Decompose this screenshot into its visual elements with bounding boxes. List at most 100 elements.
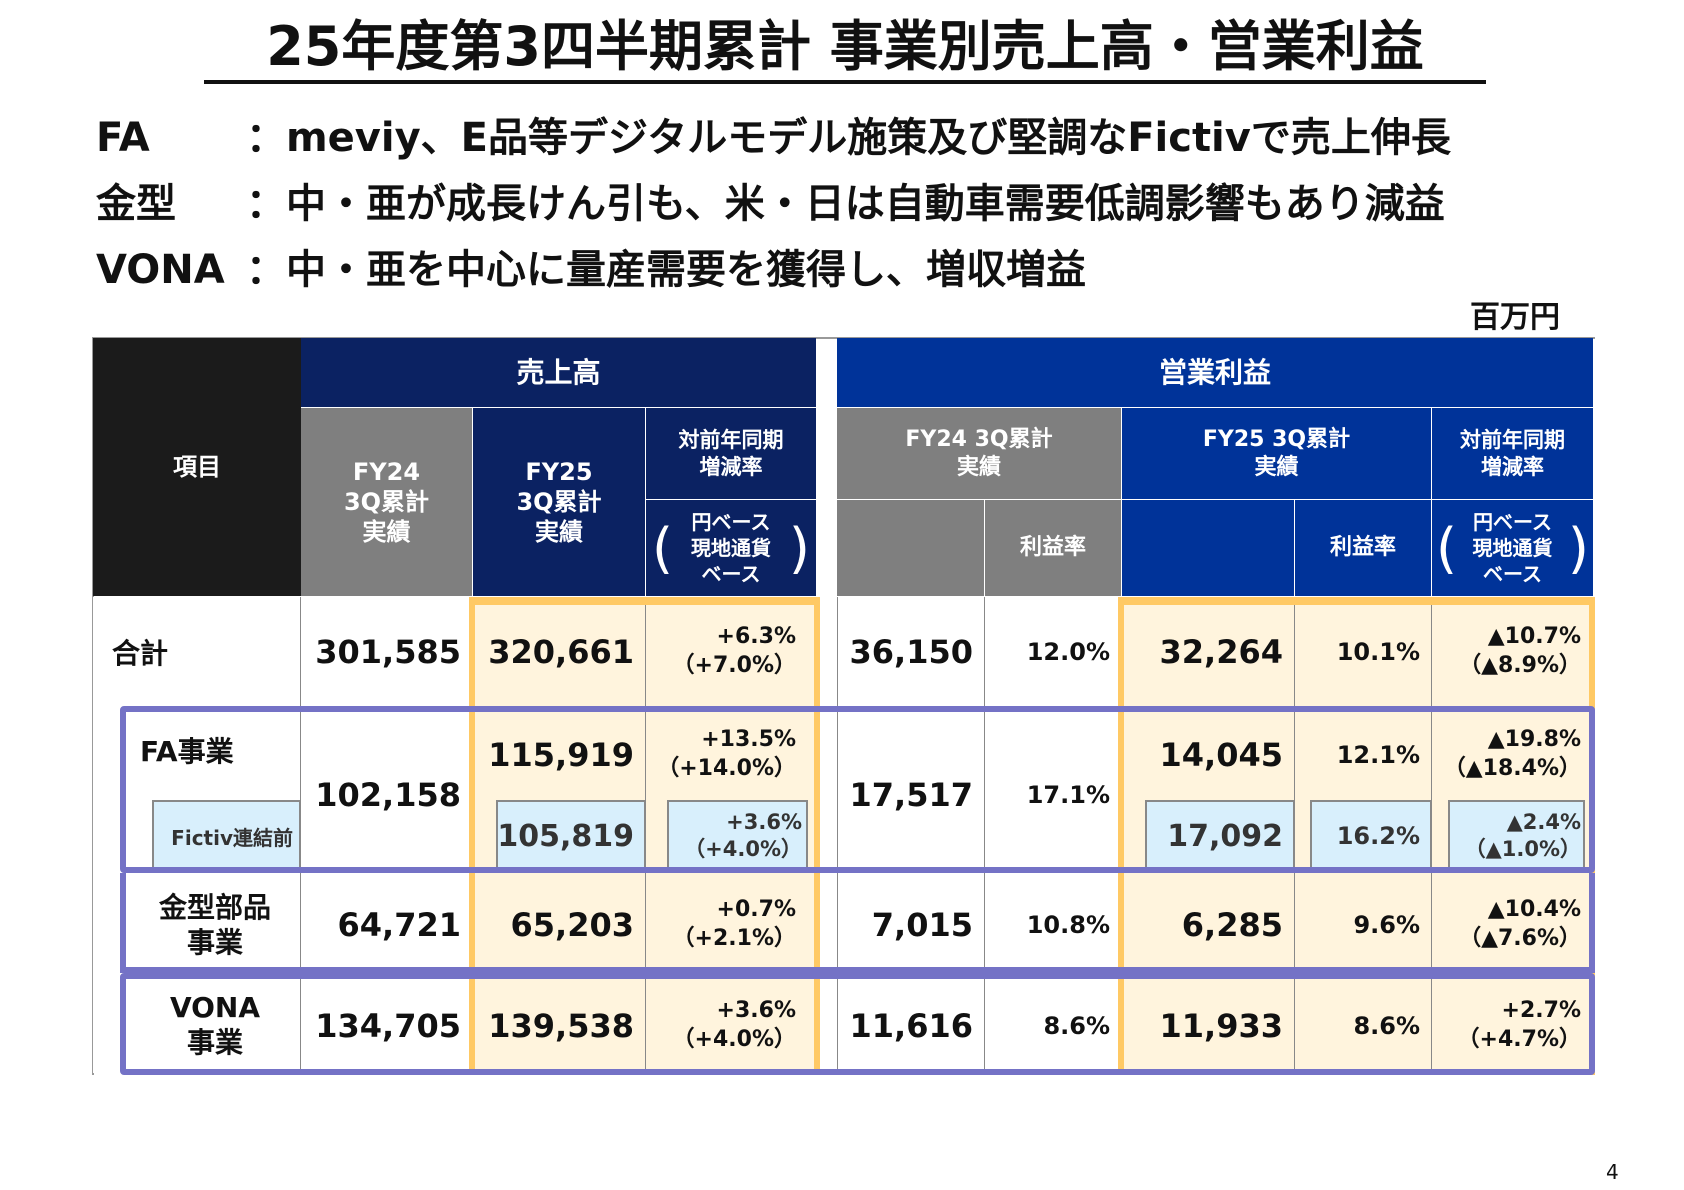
yoy-yen: ▲2.4% — [1506, 809, 1581, 834]
vona-sales-yoy: +3.6% （+4.0%） — [646, 980, 808, 1072]
vona-op-fy25-margin: 8.6% — [1353, 1012, 1420, 1040]
fictiv-op-fy25-margin: 16.2% — [1310, 800, 1432, 870]
yoy-yen: +6.3% — [716, 623, 796, 649]
local-basis-label: 現地通貨 — [1472, 536, 1553, 560]
fa-sales-yoy: +13.5% （+14.0%） — [646, 712, 808, 798]
mold-op-fy24: 7,015 — [871, 906, 973, 944]
bullet-sep: ： — [246, 181, 286, 227]
yoy-local: （+14.0%） — [657, 756, 796, 781]
header-sales-yoy: 対前年同期 増減率 — [646, 408, 816, 499]
total-op-fy25: 32,264 — [1159, 632, 1283, 671]
col-sales-fy24-bg — [301, 597, 473, 1073]
fictiv-op-yoy: ▲2.4% （▲1.0%） — [1448, 800, 1585, 870]
yoy-local: （▲8.9%） — [1459, 652, 1581, 678]
fa-op-fy24-margin: 17.1% — [1026, 781, 1110, 809]
header-sales: 売上高 — [301, 338, 816, 407]
yoy-yen: +3.6% — [716, 998, 796, 1024]
bullet-label: 金型 — [96, 181, 176, 227]
fictiv-sales-fy25: 105,819 — [496, 800, 646, 870]
yoy-yen: ▲10.7% — [1487, 623, 1581, 649]
row-fictiv-label: Fictiv連結前 — [152, 800, 301, 870]
col-op-fy24-bg — [837, 597, 985, 1073]
yoy-local: （▲18.4%） — [1443, 756, 1581, 781]
title-underline — [204, 80, 1486, 84]
header-op-fy25: FY25 3Q累計 実績 — [1122, 408, 1431, 499]
row-vona-label: VONA 事業 — [169, 991, 261, 1059]
vona-sales-fy24: 134,705 — [315, 1007, 461, 1045]
total-sales-fy25: 320,661 — [488, 632, 634, 671]
vona-op-fy24-margin: 8.6% — [1043, 1012, 1110, 1040]
vona-op-fy24: 11,616 — [849, 1007, 973, 1045]
bullet-text: 中・亜を中心に量産需要を獲得し、増収増益 — [286, 247, 1086, 293]
yoy-local: （+4.0%） — [672, 1027, 796, 1052]
fa-sales-fy25: 115,919 — [488, 736, 634, 774]
bullet-mold: 金型 ：中・亜が成長けん引も、米・日は自動車需要低調影響もあり減益 — [96, 178, 1445, 230]
header-op-fy24-margin: 利益率 — [985, 500, 1121, 596]
paren-left-icon: ( — [1436, 517, 1458, 580]
bullet-vona: VONA ：中・亜を中心に量産需要を獲得し、増収増益 — [96, 244, 1086, 296]
bullet-fa: FA ：meviy、E品等デジタルモデル施策及び堅調なFictivで売上伸長 — [96, 112, 1451, 164]
total-op-yoy: ▲10.7% （▲8.9%） — [1432, 597, 1585, 706]
mold-sales-fy24: 64,721 — [337, 906, 461, 944]
local-basis-label: 現地通貨 — [691, 536, 771, 560]
header-sales-fy25: FY25 3Q累計 実績 — [473, 408, 645, 596]
mold-op-fy25: 6,285 — [1181, 906, 1283, 944]
row-mold-label: 金型部品 事業 — [158, 891, 271, 959]
fa-sales-fy24: 102,158 — [315, 776, 461, 814]
page-title: 25年度第3四半期累計 事業別売上高・営業利益 — [266, 15, 1424, 78]
vona-op-fy25: 11,933 — [1159, 1007, 1283, 1045]
total-op-fy25-margin: 10.1% — [1336, 637, 1420, 666]
row-fa-label: FA事業 — [140, 735, 234, 768]
yoy-yen: +13.5% — [701, 727, 796, 753]
bullet-sep: ： — [246, 115, 286, 161]
paren-right-icon: ) — [788, 517, 810, 580]
bullet-text: 中・亜が成長けん引も、米・日は自動車需要低調影響もあり減益 — [286, 181, 1445, 227]
total-op-fy24: 36,150 — [849, 632, 973, 671]
yoy-yen: ▲10.4% — [1487, 897, 1581, 923]
bullet-text: meviy、E品等デジタルモデル施策及び堅調なFictivで売上伸長 — [286, 115, 1451, 161]
header-op-currency-basis: 円ベース 現地通貨 ベース ( ) — [1432, 500, 1593, 596]
paren-left-icon: ( — [652, 517, 674, 580]
total-sales-fy24: 301,585 — [315, 632, 461, 671]
yoy-local: （+4.0%） — [684, 837, 802, 861]
header-op-fy25-margin: 利益率 — [1295, 500, 1431, 596]
bullet-sep: ： — [246, 247, 286, 293]
header-op-profit: 営業利益 — [837, 338, 1593, 407]
mold-op-fy24-margin: 10.8% — [1026, 911, 1110, 939]
yoy-local: （+2.1%） — [672, 926, 796, 951]
yoy-yen: ▲19.8% — [1487, 727, 1581, 753]
row-total-label: 合計 — [112, 636, 169, 670]
header-op-fy25-value — [1122, 500, 1294, 596]
bullet-label: FA — [96, 115, 150, 161]
fa-op-fy25: 14,045 — [1159, 736, 1283, 774]
fa-op-yoy: ▲19.8% （▲18.4%） — [1432, 712, 1585, 798]
yoy-yen: +3.6% — [726, 809, 802, 834]
local-basis-label-2: ベース — [1483, 562, 1542, 586]
fictiv-sales-yoy: +3.6% （+4.0%） — [667, 800, 808, 870]
paren-right-icon: ) — [1567, 517, 1589, 580]
yoy-local: （+4.7%） — [1457, 1027, 1581, 1052]
header-sales-fy24: FY24 3Q累計 実績 — [301, 408, 472, 596]
yen-basis-label: 円ベース — [691, 510, 771, 534]
mold-sales-fy25: 65,203 — [510, 906, 634, 944]
yen-basis-label: 円ベース — [1473, 510, 1552, 534]
page-number: 4 — [1606, 1160, 1619, 1184]
fictiv-op-fy25: 17,092 — [1145, 800, 1295, 870]
yoy-yen: +2.7% — [1501, 998, 1581, 1024]
local-basis-label-2: ベース — [701, 562, 761, 586]
fa-op-fy25-margin: 12.1% — [1336, 741, 1420, 769]
header-item: 項目 — [93, 338, 301, 596]
col-op-fy24-margin-bg — [985, 597, 1122, 1073]
header-op-yoy: 対前年同期 増減率 — [1432, 408, 1593, 499]
mold-op-yoy: ▲10.4% （▲7.6%） — [1432, 877, 1585, 973]
mold-sales-yoy: +0.7% （+2.1%） — [646, 877, 808, 973]
yoy-local: （+7.0%） — [672, 652, 796, 678]
unit-label: 百万円 — [1470, 300, 1560, 335]
total-sales-yoy: +6.3% （+7.0%） — [646, 597, 808, 706]
header-op-fy24: FY24 3Q累計 実績 — [837, 408, 1121, 499]
vona-op-yoy: +2.7% （+4.7%） — [1432, 980, 1585, 1072]
vona-sales-fy25: 139,538 — [488, 1007, 634, 1045]
bullet-label: VONA — [96, 247, 225, 293]
total-op-fy24-margin: 12.0% — [1026, 637, 1110, 666]
header-sales-currency-basis: 円ベース 現地通貨 ベース ( ) — [646, 500, 816, 596]
